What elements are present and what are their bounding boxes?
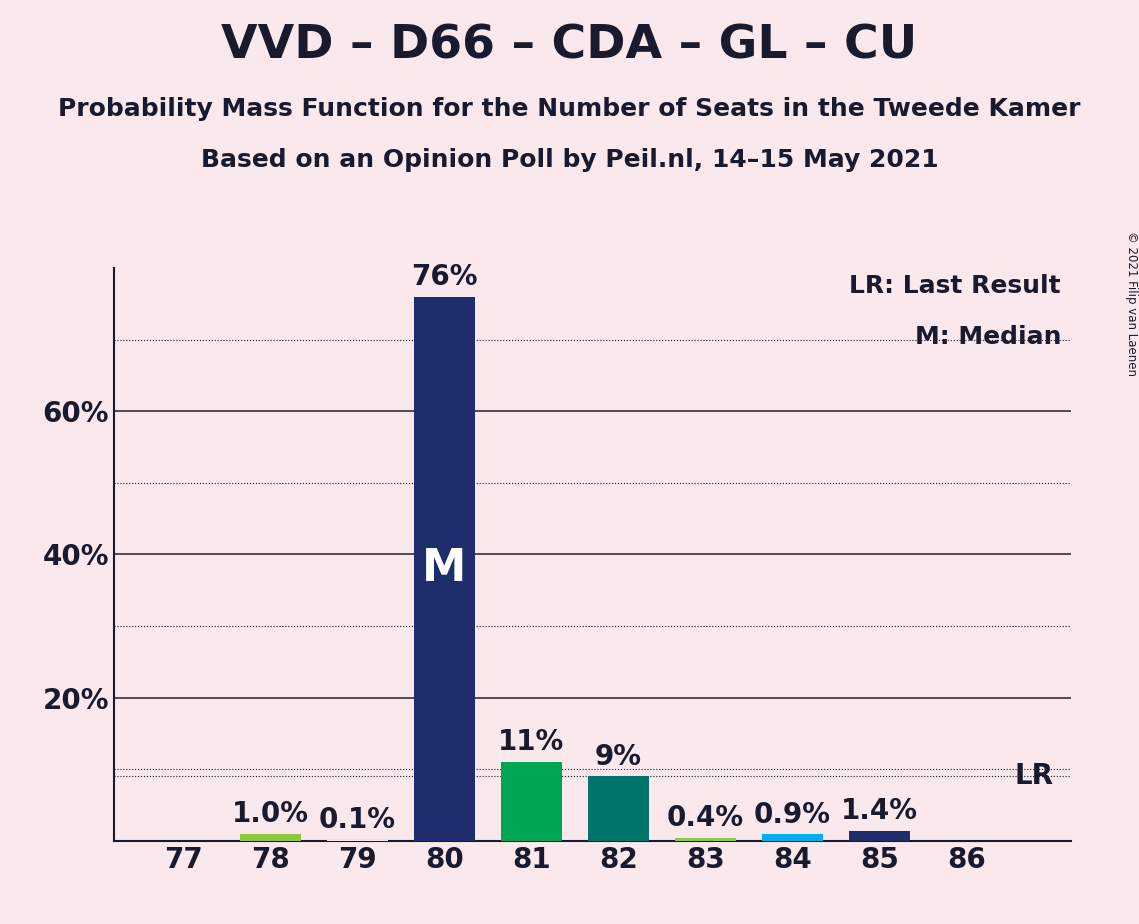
- Text: M: Median: M: Median: [915, 325, 1062, 349]
- Text: 0.4%: 0.4%: [666, 804, 744, 833]
- Text: 0.1%: 0.1%: [319, 807, 396, 834]
- Text: 76%: 76%: [411, 262, 477, 291]
- Bar: [240, 833, 301, 841]
- Text: LR: Last Result: LR: Last Result: [850, 274, 1062, 298]
- Text: Probability Mass Function for the Number of Seats in the Tweede Kamer: Probability Mass Function for the Number…: [58, 97, 1081, 121]
- Bar: [849, 831, 910, 841]
- Text: M: M: [423, 547, 467, 590]
- Bar: [501, 762, 562, 841]
- Bar: [762, 834, 822, 841]
- Text: 1.4%: 1.4%: [841, 797, 918, 825]
- Bar: [413, 297, 475, 841]
- Text: 0.9%: 0.9%: [754, 801, 830, 829]
- Text: 9%: 9%: [595, 743, 642, 771]
- Text: LR: LR: [1014, 762, 1054, 790]
- Bar: [588, 776, 649, 841]
- Text: © 2021 Filip van Laenen: © 2021 Filip van Laenen: [1124, 231, 1138, 376]
- Bar: [675, 838, 736, 841]
- Text: Based on an Opinion Poll by Peil.nl, 14–15 May 2021: Based on an Opinion Poll by Peil.nl, 14–…: [200, 148, 939, 172]
- Text: 11%: 11%: [498, 728, 565, 757]
- Text: VVD – D66 – CDA – GL – CU: VVD – D66 – CDA – GL – CU: [221, 23, 918, 68]
- Text: 1.0%: 1.0%: [232, 800, 309, 828]
